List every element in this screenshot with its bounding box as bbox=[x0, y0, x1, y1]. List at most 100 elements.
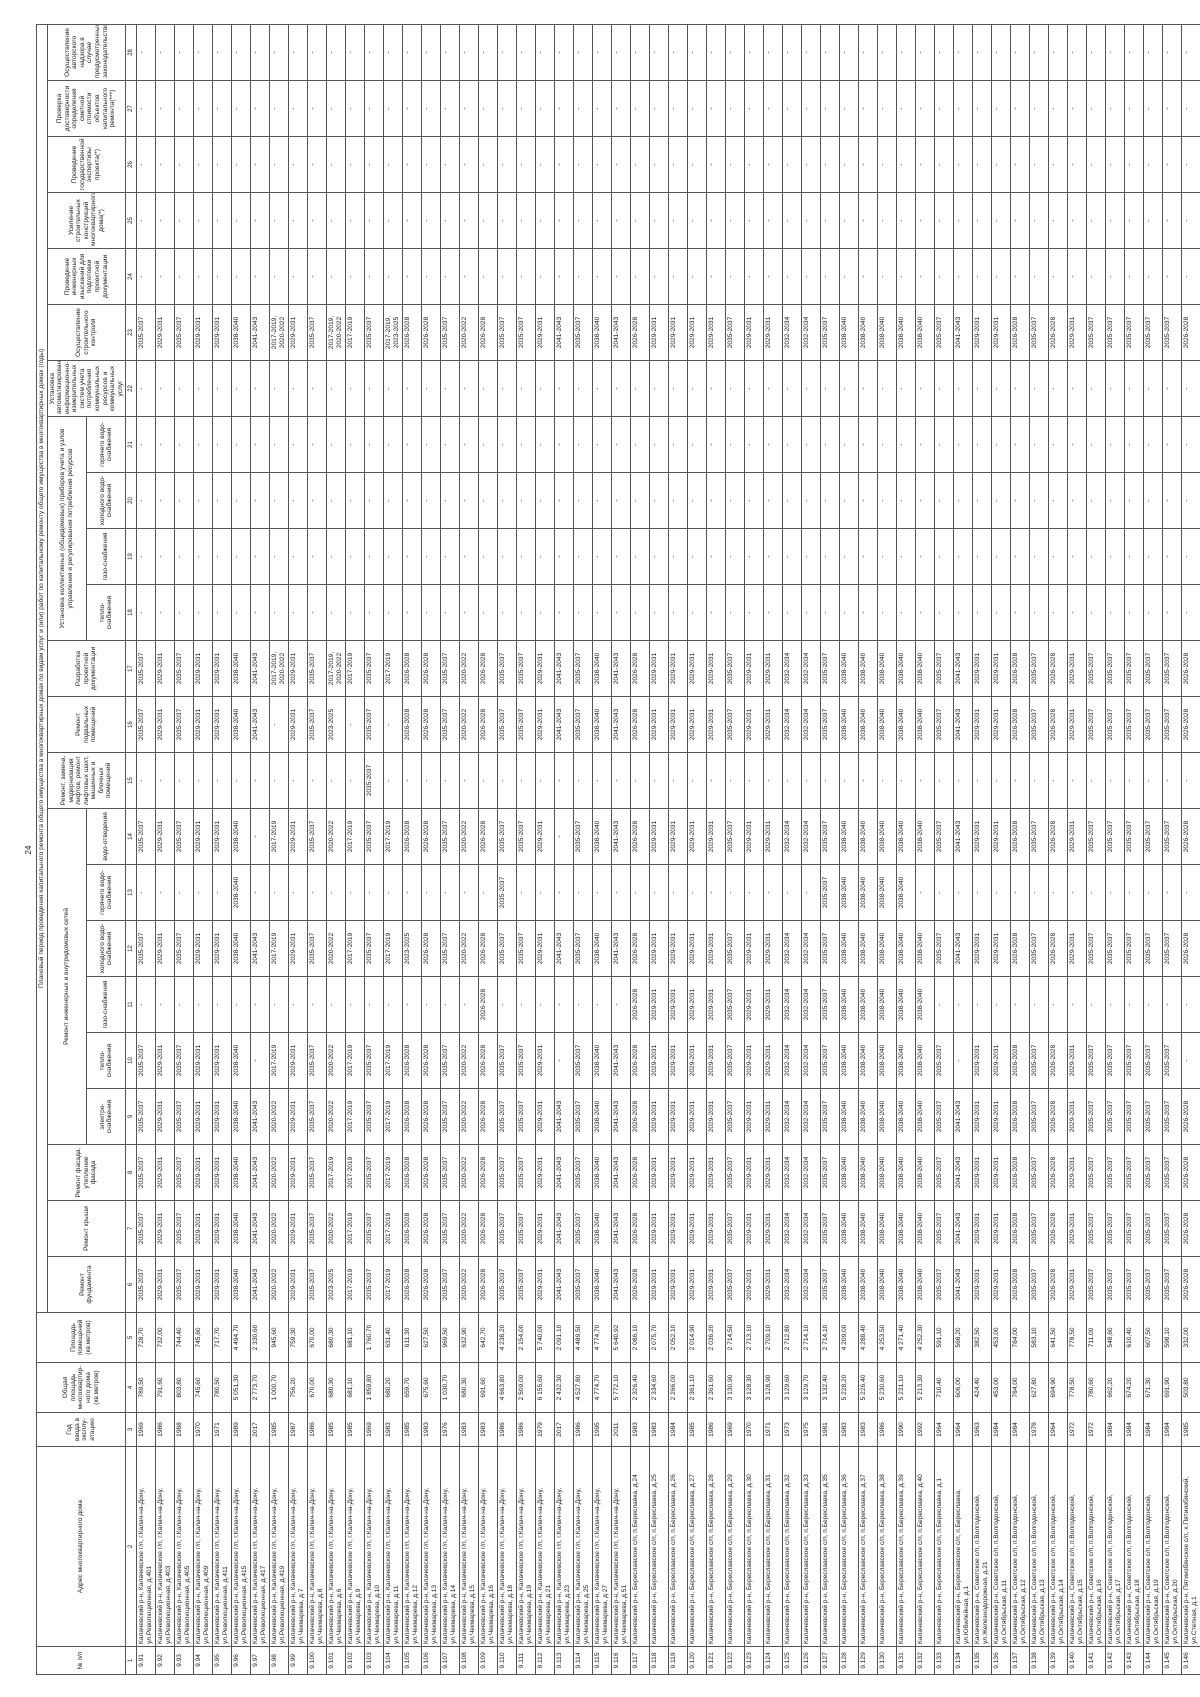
table-cell: Калачевский р-н, Калачевское г/п, г.Кала… bbox=[592, 1446, 612, 1647]
table-cell: - bbox=[1067, 752, 1087, 809]
table-cell: - bbox=[668, 584, 688, 641]
table-cell: - bbox=[1048, 192, 1068, 249]
table-cell: - bbox=[478, 416, 498, 473]
table-cell: - bbox=[592, 976, 612, 1033]
table-cell: - bbox=[991, 528, 1011, 585]
table-cell: - bbox=[1162, 864, 1182, 921]
table-cell: 2029-2031 bbox=[535, 1032, 555, 1089]
table-cell: - bbox=[782, 752, 802, 809]
table-cell: - bbox=[611, 416, 631, 473]
table-cell: 728,70 bbox=[136, 1312, 156, 1363]
table-cell: - bbox=[307, 136, 327, 193]
table-cell: 2035-2037 bbox=[1143, 1032, 1163, 1089]
table-cell: - bbox=[763, 24, 783, 81]
table-cell: 2035-2037 bbox=[1086, 1088, 1106, 1145]
table-cell: 2029-2031 bbox=[535, 640, 555, 697]
table-cell: 9.107 bbox=[440, 1646, 460, 1675]
table-cell: Калачевский р-н, Калачевское г/п, г.Кала… bbox=[174, 1446, 194, 1647]
table-cell: Калачевский р-н, Береславское с/п, п.Бер… bbox=[782, 1446, 802, 1647]
table-cell: 2032-2034 bbox=[801, 920, 821, 977]
table-cell: 2038-2040 bbox=[858, 808, 878, 865]
table-cell: - bbox=[1067, 248, 1087, 305]
table-cell: Калачевский р-н, Береславское с/п, п.Бер… bbox=[630, 1446, 650, 1647]
table-cell: 2029-2031 bbox=[288, 1088, 308, 1145]
table-cell: - bbox=[1181, 976, 1200, 1033]
table-cell: 2038-2040 bbox=[592, 1200, 612, 1257]
table-cell: 732,00 bbox=[155, 1312, 175, 1363]
table-cell: 2029-2031 bbox=[972, 696, 992, 753]
table-cell: 2041-2043 bbox=[953, 640, 973, 697]
table-cell: - bbox=[592, 248, 612, 305]
table-cell: Калачевский р-н, Советское с/п, п.Волгод… bbox=[1048, 1446, 1068, 1647]
table-cell: 2029-2031 bbox=[706, 696, 726, 753]
table-cell: 2035-2037 bbox=[1086, 920, 1106, 977]
table-cell: 2020-2022 bbox=[459, 1256, 479, 1313]
table-cell: 2035-2037 bbox=[1029, 1144, 1049, 1201]
table-cell: 2026-2028 bbox=[630, 1032, 650, 1089]
table-cell: - bbox=[763, 248, 783, 305]
table-cell: Калачевский р-н, Калачевское г/п, г.Кала… bbox=[478, 1446, 498, 1647]
table-row: 9.130 Калачевский р-н, Береславское с/п, … bbox=[877, 24, 897, 1675]
table-cell: Калачевский р-н, Калачевское г/п, г.Кала… bbox=[231, 1446, 251, 1647]
table-cell: 2038-2040 bbox=[896, 1200, 916, 1257]
table-cell: 2 330,60 bbox=[250, 1312, 270, 1363]
table-cell: Калачевский р-н, Калачевское г/п, г.Кала… bbox=[535, 1446, 555, 1647]
table-cell: - bbox=[801, 192, 821, 249]
table-cell: 2017-2019 bbox=[345, 920, 365, 977]
table-cell: - bbox=[687, 864, 707, 921]
table-row: 9.128 Калачевский р-н, Береславское с/п, … bbox=[839, 24, 859, 1675]
table-cell: 2026-2028 bbox=[478, 1200, 498, 1257]
column-number: 7 bbox=[125, 1200, 137, 1257]
table-cell: 2026-2028 bbox=[478, 1088, 498, 1145]
table-cell: 2041-2043 bbox=[611, 1032, 631, 1089]
table-cell: - bbox=[174, 752, 194, 809]
table-cell: - bbox=[1029, 136, 1049, 193]
table-cell: - bbox=[516, 136, 536, 193]
subgroup-header: Ремонт инженерных и внутридомовых сетей bbox=[47, 808, 87, 1145]
table-cell: 2038-2040 bbox=[231, 1088, 251, 1145]
table-cell: - bbox=[706, 528, 726, 585]
table-cell: 2029-2031 bbox=[972, 920, 992, 977]
table-cell: 9.122 bbox=[725, 1646, 745, 1675]
table-cell: - bbox=[421, 528, 441, 585]
table-cell: 2035-2037 bbox=[725, 1032, 745, 1089]
table-cell: 2038-2040 bbox=[592, 304, 612, 361]
table-cell: - bbox=[991, 752, 1011, 809]
table-cell: - bbox=[858, 584, 878, 641]
table-cell: 2032-2034 bbox=[801, 1144, 821, 1201]
table-cell: Калачевский р-н, Калачевское г/п, г.Кала… bbox=[402, 1446, 422, 1647]
table-cell: 9.119 bbox=[668, 1646, 688, 1675]
table-cell: 2035-2037 bbox=[307, 1256, 327, 1313]
table-cell: - bbox=[516, 80, 536, 137]
table-cell: 2035-2037 bbox=[136, 640, 156, 697]
table-cell: - bbox=[155, 80, 175, 137]
table-cell: 2041-2043 bbox=[250, 1088, 270, 1145]
table-cell: - bbox=[972, 584, 992, 641]
table-cell: 2038-2040 bbox=[839, 976, 859, 1033]
table-cell: - bbox=[972, 24, 992, 81]
table-cell: 2041-2043 bbox=[611, 920, 631, 977]
table-cell: - bbox=[934, 136, 954, 193]
table-cell: - bbox=[174, 528, 194, 585]
table-cell: 2035-2037 bbox=[573, 640, 593, 697]
table-cell: 2035-2037 bbox=[516, 1256, 536, 1313]
table-cell: 2029-2031 bbox=[744, 920, 764, 977]
table-cell: - bbox=[744, 248, 764, 305]
table-cell: 2035-2037 bbox=[1162, 1200, 1182, 1257]
table-cell: - bbox=[934, 472, 954, 529]
table-cell: 2026-2028 bbox=[421, 640, 441, 697]
table-cell: - bbox=[896, 24, 916, 81]
table-cell: - bbox=[972, 864, 992, 921]
table-cell: 2029-2031 bbox=[1067, 304, 1087, 361]
table-cell: - bbox=[440, 136, 460, 193]
table-cell: 2038-2040 bbox=[839, 920, 859, 977]
table-cell: - bbox=[326, 584, 346, 641]
table-cell: 2035-2037 bbox=[307, 304, 327, 361]
table-cell: - bbox=[231, 752, 251, 809]
table-cell: - bbox=[288, 416, 308, 473]
table-cell: - bbox=[915, 360, 935, 417]
table-cell: - bbox=[801, 136, 821, 193]
table-cell: 2035-2037 bbox=[1143, 304, 1163, 361]
table-cell: - bbox=[801, 584, 821, 641]
